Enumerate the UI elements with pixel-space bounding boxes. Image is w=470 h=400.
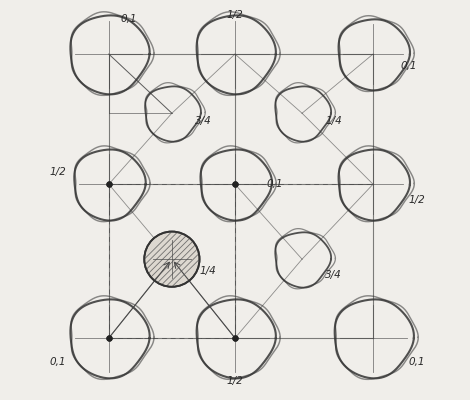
Text: 0,1: 0,1 — [266, 179, 282, 189]
Text: 0,1: 0,1 — [400, 61, 417, 71]
Text: 1/2: 1/2 — [408, 195, 425, 205]
Text: 3/4: 3/4 — [195, 116, 212, 126]
Text: 1/2: 1/2 — [227, 10, 243, 20]
Text: 1/2: 1/2 — [49, 167, 66, 177]
Text: 1/2: 1/2 — [227, 376, 243, 386]
Text: 1/4: 1/4 — [325, 116, 342, 126]
Text: 0,1: 0,1 — [408, 357, 425, 367]
Circle shape — [144, 232, 199, 287]
Text: 0,1: 0,1 — [49, 357, 66, 367]
Text: 0,1: 0,1 — [120, 14, 137, 24]
Text: 3/4: 3/4 — [325, 270, 342, 280]
Text: 1/4: 1/4 — [199, 266, 216, 276]
